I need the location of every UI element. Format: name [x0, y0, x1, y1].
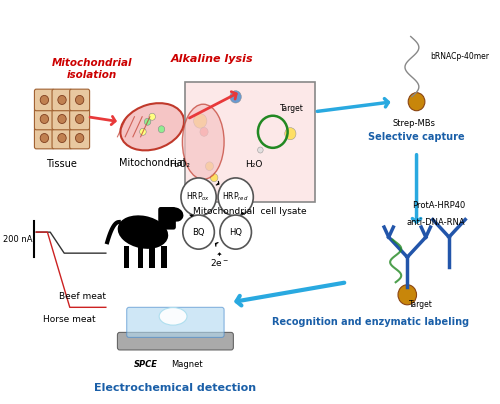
FancyBboxPatch shape [70, 89, 89, 111]
Circle shape [218, 178, 254, 216]
Text: HRP$_{red}$: HRP$_{red}$ [222, 191, 249, 203]
FancyBboxPatch shape [138, 246, 143, 268]
Circle shape [58, 95, 66, 105]
FancyBboxPatch shape [161, 246, 166, 268]
Text: Recognition and enzymatic labeling: Recognition and enzymatic labeling [272, 318, 468, 327]
FancyBboxPatch shape [118, 332, 234, 350]
FancyBboxPatch shape [34, 127, 54, 149]
Circle shape [220, 215, 252, 249]
FancyBboxPatch shape [52, 108, 72, 130]
Text: Magnet: Magnet [172, 360, 203, 369]
Circle shape [158, 126, 164, 133]
Circle shape [58, 134, 66, 143]
FancyBboxPatch shape [52, 89, 72, 111]
FancyBboxPatch shape [184, 82, 314, 202]
FancyBboxPatch shape [70, 127, 89, 149]
Circle shape [58, 114, 66, 124]
Circle shape [140, 128, 146, 135]
Circle shape [206, 162, 214, 170]
Ellipse shape [182, 104, 224, 179]
Circle shape [190, 189, 200, 200]
Circle shape [408, 93, 425, 111]
FancyBboxPatch shape [150, 246, 155, 268]
Text: Mitochondrial: Mitochondrial [119, 158, 186, 168]
Text: H₂O₂: H₂O₂ [170, 160, 190, 169]
Text: Mitochondrial  cell lysate: Mitochondrial cell lysate [193, 207, 306, 216]
Circle shape [40, 114, 48, 124]
Text: BQ: BQ [192, 227, 205, 237]
Text: Beef meat: Beef meat [60, 292, 106, 301]
Text: Mitochondrial
isolation: Mitochondrial isolation [52, 58, 132, 80]
Circle shape [194, 114, 207, 128]
Text: Strep-MBs: Strep-MBs [392, 119, 436, 128]
Text: ProtA-HRP40: ProtA-HRP40 [412, 200, 465, 210]
Text: Tissue: Tissue [46, 159, 77, 169]
FancyBboxPatch shape [52, 127, 72, 149]
Text: anti-DNA-RNA: anti-DNA-RNA [406, 218, 465, 227]
Text: 2e$^-$: 2e$^-$ [210, 257, 229, 268]
Text: Selective capture: Selective capture [368, 132, 465, 142]
Ellipse shape [159, 307, 187, 325]
Circle shape [144, 118, 151, 125]
Text: bRNACp-40mer: bRNACp-40mer [430, 52, 490, 61]
Text: SPCE: SPCE [134, 360, 158, 369]
Circle shape [285, 128, 296, 140]
Circle shape [210, 174, 218, 182]
Circle shape [76, 95, 84, 105]
Text: Horse meat: Horse meat [43, 315, 96, 324]
Text: Target: Target [409, 300, 433, 309]
Circle shape [76, 134, 84, 143]
Text: Electrochemical detection: Electrochemical detection [94, 383, 256, 393]
FancyBboxPatch shape [158, 207, 176, 229]
FancyBboxPatch shape [34, 89, 54, 111]
Circle shape [258, 147, 263, 153]
Text: HRP$_{ox}$: HRP$_{ox}$ [186, 191, 210, 203]
Circle shape [40, 95, 48, 105]
Ellipse shape [168, 207, 184, 222]
Ellipse shape [120, 103, 184, 150]
Text: HQ: HQ [229, 227, 242, 237]
Circle shape [76, 114, 84, 124]
Circle shape [230, 90, 241, 103]
FancyBboxPatch shape [126, 307, 224, 337]
FancyBboxPatch shape [124, 246, 130, 268]
FancyBboxPatch shape [34, 108, 54, 130]
Ellipse shape [118, 215, 168, 249]
Circle shape [200, 127, 208, 136]
Text: 200 nA: 200 nA [3, 235, 32, 244]
Circle shape [40, 134, 48, 143]
Text: Target: Target [280, 104, 303, 113]
Circle shape [181, 178, 216, 216]
Circle shape [183, 215, 214, 249]
Text: H₂O: H₂O [246, 160, 263, 169]
Circle shape [398, 285, 416, 305]
Text: Alkaline lysis: Alkaline lysis [171, 54, 254, 64]
FancyBboxPatch shape [70, 108, 89, 130]
Circle shape [149, 113, 156, 120]
